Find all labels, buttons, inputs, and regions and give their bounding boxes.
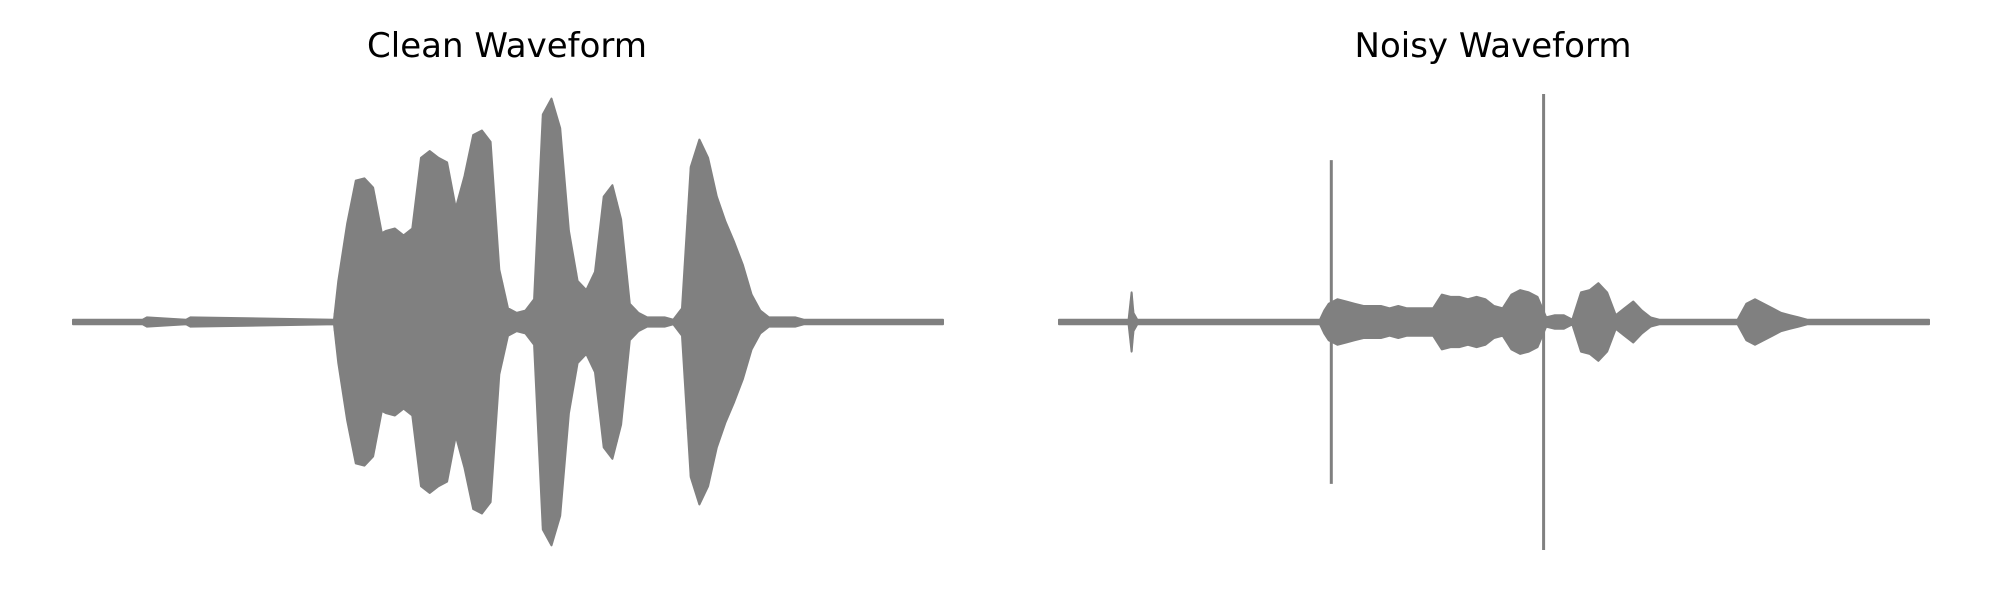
clean-waveform-plot	[72, 97, 944, 547]
noisy-waveform-panel: Noisy Waveform	[1058, 26, 1930, 550]
clean-waveform-panel: Clean Waveform	[72, 26, 944, 547]
noisy-waveform-plot	[1058, 94, 1930, 550]
noisy-waveform-title: Noisy Waveform	[1355, 26, 1632, 66]
clean-waveform-title: Clean Waveform	[367, 26, 647, 66]
